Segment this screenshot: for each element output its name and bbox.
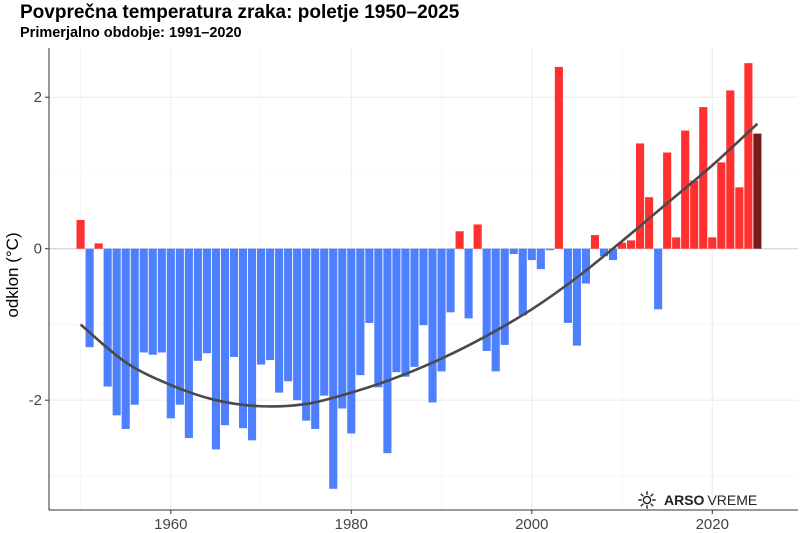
bar-1989 <box>428 248 437 403</box>
bar-2002 <box>545 248 554 251</box>
bar-2016 <box>672 237 681 249</box>
bar-1975 <box>302 248 311 421</box>
bar-2019 <box>699 107 708 249</box>
bar-1971 <box>266 248 275 361</box>
bar-2000 <box>527 248 536 261</box>
logo-product: VREME <box>707 492 758 508</box>
bar-2012 <box>636 143 645 249</box>
bar-1972 <box>275 248 284 393</box>
bar-1983 <box>374 248 383 388</box>
bar-1999 <box>518 248 527 316</box>
bar-1981 <box>356 248 365 376</box>
bar-1959 <box>157 248 166 353</box>
bar-1991 <box>446 248 455 313</box>
bar-1957 <box>139 248 148 353</box>
y-tick-label: -2 <box>29 392 42 409</box>
bar-1966 <box>220 248 230 426</box>
bar-2015 <box>663 152 672 249</box>
bar-1951 <box>85 248 94 348</box>
chart-subtitle: Primerjalno obdobje: 1991–2020 <box>20 25 242 41</box>
bar-2005 <box>572 248 581 346</box>
bar-1956 <box>130 248 139 405</box>
bar-1997 <box>500 248 509 345</box>
bar-1980 <box>347 248 356 434</box>
bar-1985 <box>392 248 401 373</box>
bar-1967 <box>229 248 239 358</box>
bar-2023 <box>735 187 744 249</box>
bar-1992 <box>455 231 464 249</box>
bar-1976 <box>311 248 320 429</box>
y-axis-label: odklon (°C) <box>3 232 22 317</box>
x-tick-label: 1980 <box>335 516 368 533</box>
bar-1996 <box>491 248 500 372</box>
bar-2024 <box>744 63 753 249</box>
bars <box>76 63 762 489</box>
logo-brand: ARSO <box>664 492 705 508</box>
bar-2001 <box>536 248 545 270</box>
bar-2008 <box>599 248 609 257</box>
x-tick-label: 1960 <box>154 516 187 533</box>
bar-1958 <box>148 248 157 355</box>
bar-1974 <box>293 248 302 401</box>
bar-1960 <box>166 248 175 419</box>
bar-2021 <box>717 162 726 249</box>
bar-1964 <box>202 248 211 354</box>
bar-2010 <box>617 242 627 249</box>
bar-1969 <box>247 248 257 441</box>
bar-2003 <box>554 66 563 249</box>
trend-line-group <box>79 122 759 408</box>
bar-1954 <box>112 248 121 416</box>
bar-1988 <box>419 248 428 326</box>
bar-1987 <box>410 248 419 367</box>
sun-icon <box>638 491 656 509</box>
x-tick-label: 2000 <box>515 516 548 533</box>
bar-2006 <box>581 248 590 284</box>
bar-2018 <box>690 180 699 249</box>
bar-1963 <box>193 248 202 361</box>
bar-2022 <box>726 90 735 249</box>
bar-1952 <box>94 243 103 249</box>
bar-1973 <box>284 248 293 382</box>
arso-vreme-logo: ARSO VREME <box>638 490 757 510</box>
bar-1995 <box>482 248 491 351</box>
bar-2007 <box>590 235 600 249</box>
bar-1961 <box>175 248 184 405</box>
bar-1968 <box>238 248 248 429</box>
y-tick-label: 0 <box>34 241 42 258</box>
bar-1984 <box>383 248 392 454</box>
bar-1950 <box>76 219 85 249</box>
bar-2011 <box>626 240 636 249</box>
bar-1979 <box>338 248 347 409</box>
bar-1965 <box>211 248 221 450</box>
y-tick-label: 2 <box>34 89 42 106</box>
chart-title: Povprečna temperatura zraka: poletje 195… <box>20 2 460 23</box>
bar-1978 <box>329 248 338 489</box>
bar-1994 <box>473 224 482 249</box>
bar-2020 <box>708 237 717 249</box>
bar-2025 <box>753 133 762 249</box>
bar-1982 <box>365 248 374 323</box>
bar-1993 <box>464 248 473 319</box>
bar-2013 <box>645 197 654 249</box>
bar-1998 <box>509 248 518 255</box>
bar-2014 <box>654 248 663 310</box>
bar-2009 <box>608 248 618 261</box>
bar-1962 <box>184 248 193 439</box>
bar-1986 <box>401 248 410 377</box>
bar-1953 <box>103 248 112 387</box>
bar-1977 <box>320 248 329 396</box>
bar-1990 <box>437 248 446 372</box>
bar-1970 <box>257 248 266 365</box>
x-tick-label: 2020 <box>696 516 729 533</box>
bar-1955 <box>121 248 130 429</box>
trend-line <box>79 122 759 408</box>
